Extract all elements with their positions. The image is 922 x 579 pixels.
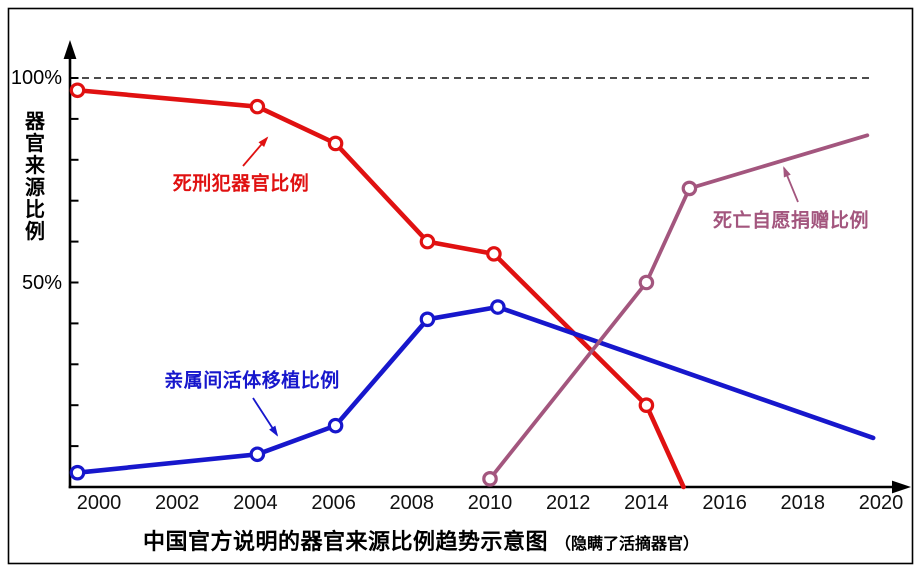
- death-row-organs-marker-1: [249, 98, 266, 115]
- x-tick-label-2018: 2018: [780, 492, 826, 514]
- voluntary-death-donation-label: 死亡自愿捐赠比例: [712, 210, 870, 232]
- voluntary-death-donation-line: [488, 133, 870, 481]
- voluntary-death-donation-marker-0: [482, 471, 498, 487]
- living-relative-transplant-callout-arrowhead: [269, 425, 279, 437]
- y-axis-title-char: 例: [25, 221, 45, 243]
- y-axis-title-char: 来: [25, 155, 45, 177]
- x-tick-label-2020: 2020: [858, 492, 904, 514]
- x-tick-label-2008: 2008: [389, 492, 435, 514]
- y-axis-title-char: 源: [25, 177, 45, 199]
- chart-title: 中国官方说明的器官来源比例趋势示意图: [142, 529, 548, 554]
- x-tick-label-2006: 2006: [311, 492, 356, 514]
- death-row-organs-label: 死刑犯器官比例: [172, 173, 310, 195]
- voluntary-death-donation-marker-2: [681, 180, 698, 197]
- death-row-organs-marker-3: [419, 233, 436, 250]
- living-relative-transplant-marker-1: [249, 446, 266, 463]
- y-tick-label-100: 100%: [10, 67, 62, 89]
- chart-title-block: 中国官方说明的器官来源比例趋势示意图 （隐瞒了活摘器官）: [0, 527, 842, 559]
- y-axis-title-char: 比: [25, 199, 45, 221]
- x-axis-arrowhead: [892, 480, 911, 494]
- x-tick-label-2010: 2010: [467, 492, 513, 514]
- y-axis-arrowhead: [63, 40, 77, 59]
- x-tick-label-2004: 2004: [233, 492, 278, 514]
- living-relative-transplant-line: [75, 304, 876, 475]
- living-relative-transplant-marker-3: [419, 311, 436, 328]
- death-row-organs-callout-arrowhead: [258, 136, 269, 148]
- y-axis-title-char: 官: [25, 133, 45, 155]
- y-axis-title: 器官来源比例: [22, 111, 48, 243]
- living-relative-transplant-label: 亲属间活体移植比例: [164, 370, 340, 392]
- living-relative-transplant-marker-4: [490, 299, 506, 315]
- chart-subtitle: （隐瞒了活摘器官）: [555, 536, 700, 553]
- x-tick-label-2014: 2014: [624, 492, 669, 514]
- x-tick-label-2000: 2000: [76, 492, 122, 514]
- death-row-organs-marker-2: [327, 135, 344, 152]
- living-relative-transplant-marker-2: [327, 417, 344, 434]
- y-tick-label-50: 50%: [21, 271, 62, 294]
- x-tick-label-2012: 2012: [545, 492, 591, 514]
- figure-border: [7, 7, 914, 565]
- death-row-organs-marker-5: [638, 397, 655, 413]
- living-relative-transplant-marker-0: [69, 464, 86, 481]
- x-tick-label-2002: 2002: [154, 492, 200, 514]
- x-tick-label-2016: 2016: [702, 492, 747, 514]
- death-row-organs-marker-0: [69, 82, 86, 99]
- death-row-organs-line: [75, 87, 686, 490]
- voluntary-death-donation-marker-1: [638, 274, 655, 291]
- y-axis-title-char: 器: [25, 111, 45, 133]
- death-row-organs-marker-4: [486, 246, 502, 262]
- voluntary-death-donation-callout-arrowhead: [783, 166, 791, 178]
